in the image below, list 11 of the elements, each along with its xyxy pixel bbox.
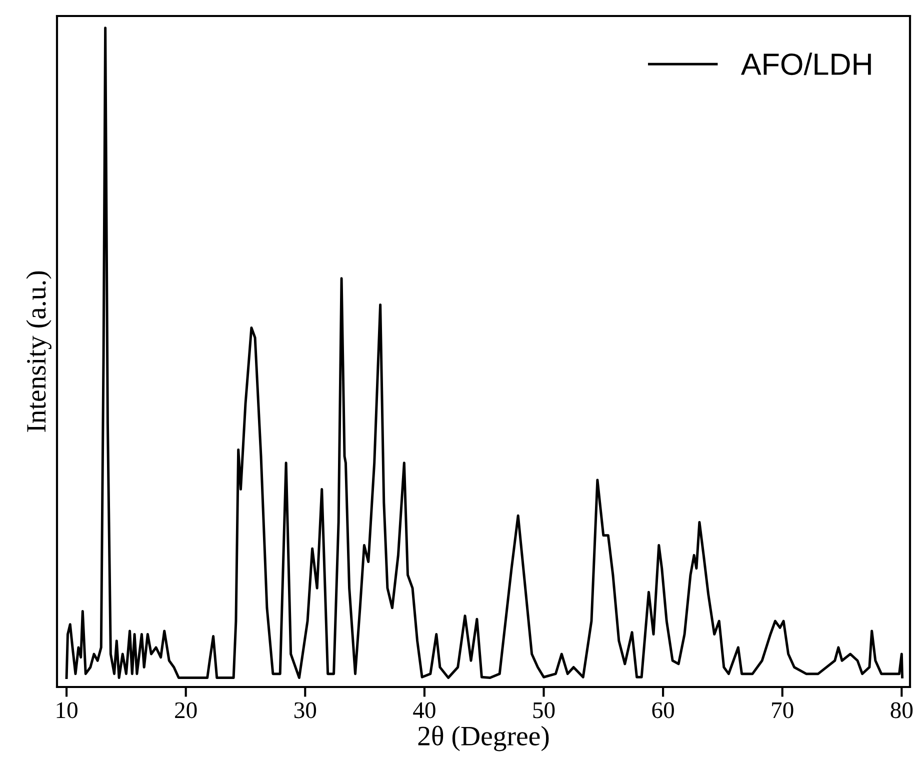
x-tick-label: 10 xyxy=(56,702,78,718)
x-tick-label: 80 xyxy=(890,702,913,718)
x-tick-label: 40 xyxy=(413,702,436,718)
x-tick-label: 60 xyxy=(652,702,674,718)
x-tick-label: 20 xyxy=(175,702,197,718)
y-axis-title: Intensity (a.u.) xyxy=(26,271,52,432)
x-tick-label: 50 xyxy=(533,702,555,718)
x-axis-title: 2θ (Degree) xyxy=(418,726,549,752)
x-tick-label: 30 xyxy=(294,702,316,718)
x-tick-label: 70 xyxy=(772,702,794,718)
legend-label: AFO/LDH xyxy=(740,52,871,76)
